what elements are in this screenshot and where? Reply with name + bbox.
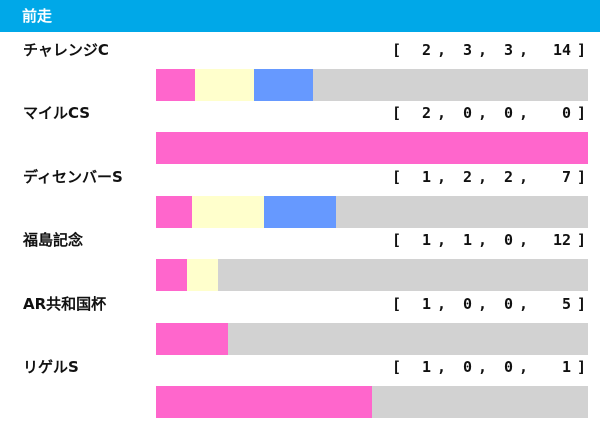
header-bar: 前走 (0, 0, 600, 32)
record-second-count: 2 (463, 168, 473, 186)
record-open-bracket: [ (392, 41, 402, 59)
record-first-count: 1 (422, 168, 432, 186)
race-row: AR共和国杯 [1, 0, 0,] 5 (0, 294, 600, 359)
bar-segment-other (217, 259, 588, 291)
race-row: マイルCS [2, 0, 0,] 0 (0, 103, 600, 168)
record-open-bracket: [ (392, 104, 402, 122)
record-open-bracket: [ (392, 295, 402, 313)
record-third-count: 0 (504, 104, 514, 122)
race-name: マイルCS (23, 104, 91, 122)
record-other-count: 7 (561, 168, 571, 186)
record-close-bracket: ] (577, 231, 587, 249)
race-name: AR共和国杯 (23, 295, 107, 313)
bar-segment-first (156, 259, 187, 291)
bar-segment-third (264, 196, 336, 228)
record-bar (156, 196, 588, 228)
record-separator: , (437, 358, 447, 376)
record-separator: , (437, 104, 447, 122)
record-separator: , (478, 358, 488, 376)
record-other-count: 12 (552, 231, 571, 249)
record-first-count: 1 (422, 295, 432, 313)
bar-segment-other (372, 386, 588, 418)
record-first-count: 2 (422, 41, 432, 59)
record-separator: , (519, 41, 529, 59)
race-row: ディセンバーS [1, 2, 2,] 7 (0, 167, 600, 232)
record-separator: , (437, 231, 447, 249)
bar-segment-second (195, 69, 255, 101)
bar-segment-other (336, 196, 588, 228)
race-name: リゲルS (23, 358, 79, 376)
record-label: [1, 0, 0,] 5 (392, 294, 587, 314)
record-second-count: 1 (463, 231, 473, 249)
bar-segment-first (156, 386, 372, 418)
record-bar (156, 69, 588, 101)
record-first-count: 1 (422, 358, 432, 376)
record-third-count: 0 (504, 295, 514, 313)
record-label: [1, 2, 2,] 7 (392, 167, 587, 187)
record-separator: , (519, 295, 529, 313)
bar-segment-other (313, 69, 588, 101)
record-close-bracket: ] (577, 168, 587, 186)
record-label: [1, 0, 0,] 1 (392, 357, 587, 377)
record-first-count: 2 (422, 104, 432, 122)
record-separator: , (519, 168, 529, 186)
record-other-count: 5 (561, 295, 571, 313)
record-first-count: 1 (422, 231, 432, 249)
bar-segment-other (228, 323, 588, 355)
record-third-count: 0 (504, 358, 514, 376)
record-label: [2, 3, 3,] 14 (392, 40, 587, 60)
race-name: チャレンジC (23, 41, 109, 59)
record-separator: , (519, 231, 529, 249)
race-row: チャレンジC [2, 3, 3,] 14 (0, 40, 600, 105)
record-separator: , (478, 168, 488, 186)
record-bar (156, 132, 588, 164)
bar-segment-first (156, 196, 192, 228)
record-close-bracket: ] (577, 104, 587, 122)
bar-segment-second (192, 196, 264, 228)
record-separator: , (437, 295, 447, 313)
record-other-count: 14 (552, 41, 571, 59)
record-separator: , (437, 168, 447, 186)
race-row: 福島記念 [1, 1, 0,] 12 (0, 230, 600, 295)
record-bar (156, 259, 588, 291)
record-other-count: 0 (561, 104, 571, 122)
race-name: 福島記念 (23, 231, 84, 249)
record-open-bracket: [ (392, 231, 402, 249)
record-close-bracket: ] (577, 358, 587, 376)
record-close-bracket: ] (577, 41, 587, 59)
record-separator: , (478, 231, 488, 249)
record-label: [1, 1, 0,] 12 (392, 230, 587, 250)
record-second-count: 0 (463, 104, 473, 122)
record-other-count: 1 (561, 358, 571, 376)
bar-segment-first (156, 323, 228, 355)
record-separator: , (478, 295, 488, 313)
record-third-count: 0 (504, 231, 514, 249)
race-name: ディセンバーS (23, 168, 123, 186)
record-open-bracket: [ (392, 168, 402, 186)
record-separator: , (437, 41, 447, 59)
record-close-bracket: ] (577, 295, 587, 313)
record-third-count: 3 (504, 41, 514, 59)
record-bar (156, 386, 588, 418)
record-separator: , (519, 358, 529, 376)
bar-segment-first (156, 69, 196, 101)
record-second-count: 0 (463, 358, 473, 376)
record-second-count: 0 (463, 295, 473, 313)
race-row: リゲルS [1, 0, 0,] 1 (0, 357, 600, 422)
record-open-bracket: [ (392, 358, 402, 376)
record-separator: , (519, 104, 529, 122)
record-label: [2, 0, 0,] 0 (392, 103, 587, 123)
record-separator: , (478, 41, 488, 59)
bar-segment-third (254, 69, 314, 101)
record-separator: , (478, 104, 488, 122)
record-third-count: 2 (504, 168, 514, 186)
record-bar (156, 323, 588, 355)
record-second-count: 3 (463, 41, 473, 59)
bar-segment-first (156, 132, 588, 164)
bar-segment-second (186, 259, 218, 291)
header-title: 前走 (22, 7, 53, 25)
